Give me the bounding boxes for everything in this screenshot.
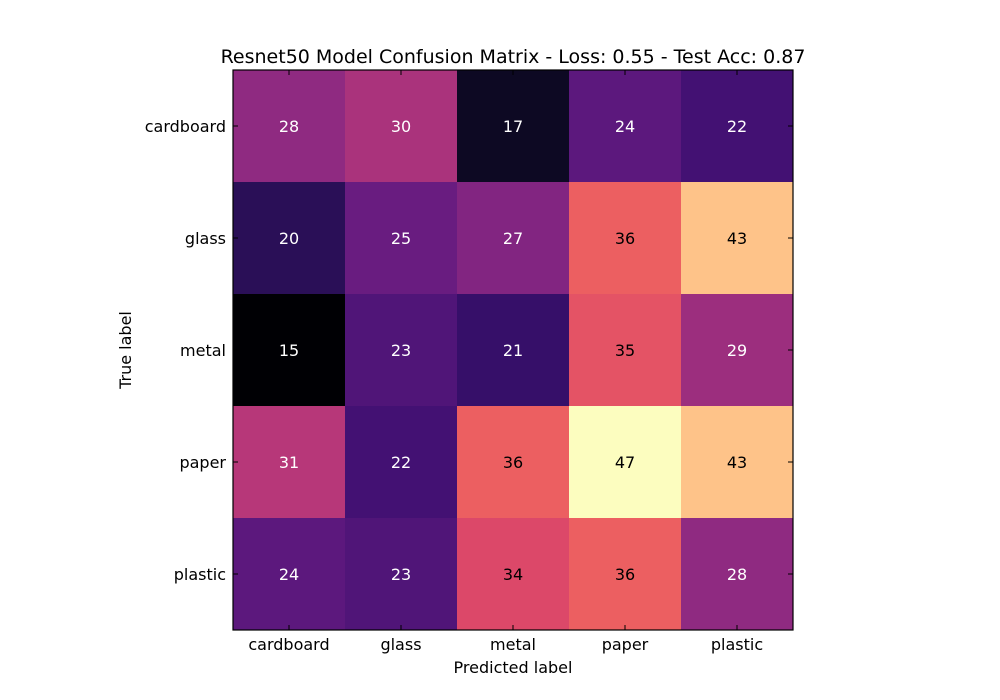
- heatmap-cell-cardboard-paper: [569, 70, 682, 183]
- heatmap-cell-cardboard-plastic: [681, 70, 794, 183]
- cell-value-label: 25: [391, 229, 411, 248]
- cell-value-label: 30: [391, 117, 411, 136]
- x-tick-label: metal: [490, 635, 536, 654]
- cell-value-label: 28: [279, 117, 299, 136]
- cell-value-label: 15: [279, 341, 299, 360]
- heatmap-cell-paper-glass: [345, 406, 458, 519]
- x-tick-label: glass: [380, 635, 421, 654]
- heatmap-cell-plastic-paper: [569, 518, 682, 631]
- cell-value-label: 24: [279, 565, 299, 584]
- heatmap-cell-cardboard-cardboard: [233, 70, 346, 183]
- cell-value-label: 31: [279, 453, 299, 472]
- cell-value-label: 34: [503, 565, 523, 584]
- heatmap-cells: [233, 70, 794, 631]
- heatmap-cell-glass-paper: [569, 182, 682, 295]
- y-tick-label: cardboard: [145, 117, 226, 136]
- heatmap-cell-plastic-glass: [345, 518, 458, 631]
- heatmap-cell-metal-glass: [345, 294, 458, 407]
- cell-value-label: 47: [615, 453, 635, 472]
- cell-value-label: 36: [615, 565, 635, 584]
- y-axis-label: True label: [116, 311, 135, 390]
- heatmap-cell-metal-paper: [569, 294, 682, 407]
- cell-value-label: 29: [727, 341, 747, 360]
- cell-value-label: 20: [279, 229, 299, 248]
- heatmap-cell-paper-metal: [457, 406, 570, 519]
- cell-value-label: 35: [615, 341, 635, 360]
- heatmap-cell-metal-plastic: [681, 294, 794, 407]
- y-tick-label: plastic: [174, 565, 226, 584]
- y-tick-label: paper: [179, 453, 226, 472]
- cell-value-label: 27: [503, 229, 523, 248]
- cell-value-label: 17: [503, 117, 523, 136]
- heatmap-cell-plastic-cardboard: [233, 518, 346, 631]
- cell-value-label: 43: [727, 453, 747, 472]
- x-tick-label: cardboard: [248, 635, 329, 654]
- x-axis-label: Predicted label: [454, 658, 573, 677]
- cell-value-label: 22: [727, 117, 747, 136]
- cell-value-label: 36: [503, 453, 523, 472]
- x-tick-label: paper: [602, 635, 649, 654]
- heatmap-cell-metal-cardboard: [233, 294, 346, 407]
- heatmap-cell-glass-metal: [457, 182, 570, 295]
- cell-value-label: 22: [391, 453, 411, 472]
- heatmap-cell-paper-cardboard: [233, 406, 346, 519]
- chart-title: Resnet50 Model Confusion Matrix - Loss: …: [221, 46, 806, 68]
- y-axis-ticks: cardboard glass metal paper plastic: [145, 117, 793, 584]
- heatmap-cell-glass-plastic: [681, 182, 794, 295]
- cell-value-label: 36: [615, 229, 635, 248]
- heatmap-cell-paper-plastic: [681, 406, 794, 519]
- x-tick-label: plastic: [711, 635, 763, 654]
- heatmap-cell-cardboard-glass: [345, 70, 458, 183]
- heatmap-cell-plastic-plastic: [681, 518, 794, 631]
- cell-value-label: 28: [727, 565, 747, 584]
- y-tick-label: metal: [180, 341, 226, 360]
- heatmap-cell-plastic-metal: [457, 518, 570, 631]
- cell-value-label: 43: [727, 229, 747, 248]
- x-axis-ticks: cardboard glass metal paper plastic: [248, 70, 763, 654]
- heatmap-cell-glass-cardboard: [233, 182, 346, 295]
- heatmap-cell-labels: 28 30 17 24 22 20 25 27 36 43 15 23 21 35 29 31 22 36 47 43…: [279, 117, 747, 584]
- heatmap-cell-cardboard-metal: [457, 70, 570, 183]
- cell-value-label: 23: [391, 565, 411, 584]
- cell-value-label: 23: [391, 341, 411, 360]
- heatmap-cell-paper-paper: [569, 406, 682, 519]
- heatmap-cell-glass-glass: [345, 182, 458, 295]
- heatmap-cell-metal-metal: [457, 294, 570, 407]
- cell-value-label: 24: [615, 117, 635, 136]
- cell-value-label: 21: [503, 341, 523, 360]
- y-tick-label: glass: [185, 229, 226, 248]
